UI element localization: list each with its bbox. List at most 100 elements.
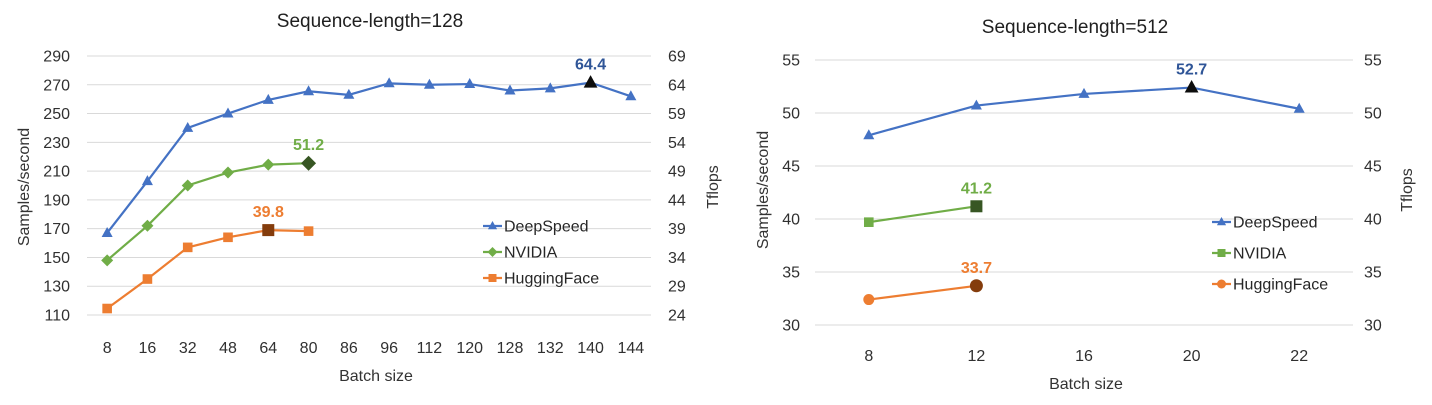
data-point-deepspeed	[1293, 102, 1305, 113]
series-line-deepspeed	[106, 81, 632, 234]
data-point-deepspeed	[101, 226, 113, 237]
plot-area: 290 69 270 64 250 59 230 54 210 49 190 44 170 39 150 34…	[43, 49, 686, 358]
legend-label: HuggingFace	[504, 271, 599, 288]
x-tick-label: 120	[456, 340, 483, 357]
data-point-deepspeed	[863, 129, 875, 140]
legend-item-nvidia: NVIDIA	[483, 245, 558, 262]
x-tick-label: 8	[864, 348, 873, 365]
data-label: 64.4	[575, 57, 606, 74]
y-tick-label-right: 64	[668, 77, 686, 94]
series-line-huggingface	[106, 229, 309, 310]
chart-title: Sequence-length=512	[981, 17, 1169, 38]
y-tick-label-right: 59	[668, 106, 686, 123]
legend-item-huggingface: HuggingFace	[1212, 277, 1328, 294]
x-axis-label: Batch size	[339, 368, 413, 385]
series-line-huggingface	[868, 284, 977, 301]
x-tick-label: 48	[219, 340, 237, 357]
plot-area: 55 55 50 50 45 45 40 40 35 35 30 30 8 12 16 20 22 52.7 41.…	[782, 53, 1382, 366]
y-tick-label-left: 50	[782, 106, 800, 123]
y-tick-label-left: 230	[43, 135, 70, 152]
series-line-nvidia	[106, 162, 309, 262]
data-point-nvidia	[222, 166, 234, 179]
data-point-huggingface	[102, 303, 112, 314]
data-point-nvidia	[864, 217, 874, 227]
y-tick-label-left: 55	[782, 53, 800, 70]
data-label: 51.2	[293, 137, 324, 154]
data-point-huggingface	[863, 294, 875, 306]
y-tick-label-left: 40	[782, 212, 800, 229]
data-label: 39.8	[253, 204, 284, 221]
y-tick-label-left: 210	[43, 164, 70, 181]
y-tick-label-left: 35	[782, 265, 800, 282]
series-line-nvidia	[868, 205, 977, 224]
data-point-huggingface	[223, 232, 233, 243]
data-point-nvidia	[101, 254, 114, 267]
legend-marker-deepspeed	[1216, 217, 1227, 226]
x-tick-label: 86	[340, 340, 358, 357]
data-point-deepspeed	[544, 82, 556, 93]
data-label: 33.7	[961, 260, 992, 277]
data-point-deepspeed	[1078, 87, 1090, 98]
data-point-nvidia	[181, 179, 194, 192]
y-tick-label-left: 170	[43, 221, 70, 238]
chart-seq-128: Sequence-length=128 Samples/second Tflop…	[16, 11, 722, 385]
y-tick-label-left: 270	[43, 77, 70, 94]
y-tick-label-left: 30	[782, 318, 800, 335]
data-label: 52.7	[1176, 62, 1207, 79]
legend-item-huggingface: HuggingFace	[483, 271, 599, 288]
y-tick-label-left: 150	[43, 250, 70, 267]
legend-label: NVIDIA	[504, 245, 558, 262]
legend-marker-deepspeed	[487, 221, 498, 230]
data-point-nvidia	[141, 219, 154, 232]
data-point-deepspeed	[303, 85, 315, 96]
x-axis-label: Batch size	[1049, 376, 1123, 393]
legend-marker-huggingface	[488, 274, 497, 282]
x-tick-label: 22	[1290, 348, 1308, 365]
y-tick-label-left: 45	[782, 159, 800, 176]
chart-seq-512: Sequence-length=512 Samples/second Tflop…	[716, 0, 1432, 405]
data-point-deepspeed	[970, 99, 982, 110]
y-tick-label-right: 30	[1364, 318, 1382, 335]
data-point-deepspeed	[182, 121, 194, 132]
x-tick-label: 20	[1183, 348, 1201, 365]
y-tick-label-left: 190	[43, 192, 70, 209]
data-label: 41.2	[961, 180, 992, 197]
y-tick-label-right: 54	[668, 135, 686, 152]
y-tick-label-right: 24	[668, 308, 686, 325]
data-point-deepspeed	[141, 175, 153, 186]
y-tick-label-right: 29	[668, 279, 686, 296]
x-tick-label: 8	[103, 340, 112, 357]
y-tick-label-right: 39	[668, 221, 686, 238]
data-point-huggingface	[262, 224, 275, 237]
x-tick-label: 96	[380, 340, 398, 357]
data-point-huggingface	[969, 279, 983, 293]
data-point-deepspeed	[343, 88, 355, 99]
legend-item-deepspeed: DeepSpeed	[1212, 215, 1318, 232]
y-tick-label-left: 290	[43, 49, 70, 66]
legend-marker-huggingface	[1217, 279, 1226, 289]
x-tick-label: 32	[179, 340, 197, 357]
y-tick-label-right: 34	[668, 250, 686, 267]
legend-item-nvidia: NVIDIA	[1212, 246, 1287, 263]
data-point-deepspeed	[262, 93, 274, 104]
y-tick-label-left: 130	[43, 279, 70, 296]
data-point-nvidia	[301, 155, 317, 171]
legend-label: DeepSpeed	[504, 219, 589, 236]
x-tick-label: 132	[537, 340, 564, 357]
x-tick-label: 12	[968, 348, 986, 365]
x-tick-label: 16	[1075, 348, 1093, 365]
y-tick-label-right: 35	[1364, 265, 1382, 282]
y-tick-label-right: 69	[668, 49, 686, 66]
y-tick-label-left: 110	[44, 308, 70, 325]
y-tick-label-right: 45	[1364, 159, 1382, 176]
legend-label: NVIDIA	[1233, 246, 1287, 263]
data-point-huggingface	[303, 226, 314, 236]
x-tick-label: 80	[300, 340, 318, 357]
legend-item-deepspeed: DeepSpeed	[483, 219, 589, 236]
x-tick-label: 144	[618, 340, 645, 357]
legend-marker-nvidia	[487, 247, 498, 257]
y-tick-label-right: 44	[668, 192, 686, 209]
x-tick-label: 64	[259, 340, 277, 357]
y-tick-label-left: 250	[43, 106, 70, 123]
